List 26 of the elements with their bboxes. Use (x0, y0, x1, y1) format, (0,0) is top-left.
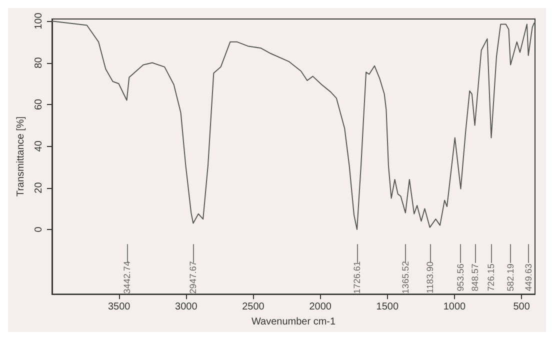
annotation: 848.57 (470, 264, 480, 292)
annotation: 953.56 (456, 264, 466, 292)
x-tick-label: 1500 (376, 302, 399, 313)
y-tick-label: 80 (34, 56, 44, 68)
annotation: 1726.61 (352, 261, 362, 294)
y-axis-title: Transmittance [%] (16, 116, 26, 197)
annotation: 1183.90 (424, 261, 435, 294)
x-tick-label: 2500 (242, 302, 265, 313)
annotation: 1365.52 (400, 261, 410, 294)
x-axis-title: Wavenumber cm-1 (251, 316, 336, 328)
x-tick-label: 3000 (175, 302, 198, 313)
line-series (52, 20, 536, 230)
annotation: 582.19 (506, 264, 516, 292)
annotation: 449.63 (523, 264, 534, 292)
x-tick-label: 3500 (108, 302, 131, 313)
x-tick-label: 1000 (443, 302, 466, 313)
annotation: 726.15 (486, 264, 496, 292)
x-tick-label: 500 (513, 302, 530, 313)
y-tick-label: 100 (34, 12, 44, 30)
x-tick-label: 2000 (309, 302, 332, 313)
y-tick-label: 20 (34, 182, 44, 194)
annotation: 3442.74 (122, 261, 132, 294)
y-tick-label: 40 (34, 140, 44, 152)
y-tick-label: 0 (34, 226, 44, 232)
y-tick-label: 60 (34, 98, 44, 110)
annotation: 2947.67 (188, 261, 198, 294)
